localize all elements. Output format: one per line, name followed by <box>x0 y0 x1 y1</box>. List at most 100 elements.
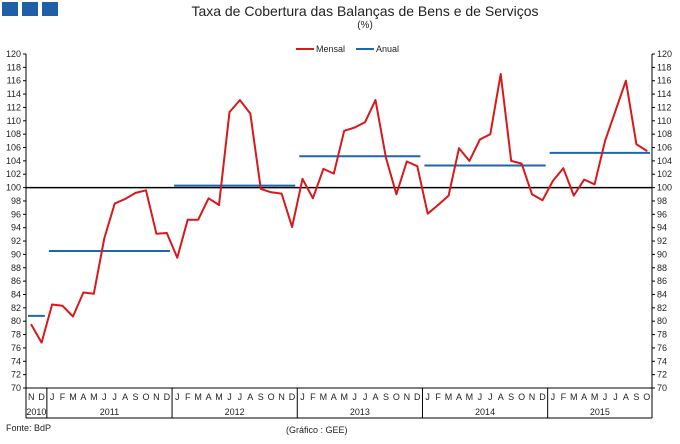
x-month-label: J <box>112 392 117 402</box>
x-month-label: J <box>352 392 357 402</box>
y-tick-label-right: 80 <box>657 316 667 326</box>
y-tick-label-left: 84 <box>11 289 21 299</box>
y-tick-label-left: 110 <box>7 116 21 126</box>
mensal-point <box>228 111 231 113</box>
mensal-point <box>406 160 408 163</box>
x-month-label: A <box>456 392 462 402</box>
x-month-label: S <box>133 392 139 402</box>
mensal-point <box>625 79 627 82</box>
x-month-label: J <box>238 392 243 402</box>
x-month-label: N <box>529 392 536 402</box>
x-month-label: O <box>643 392 650 402</box>
y-tick-label-right: 78 <box>657 330 667 340</box>
x-month-label: A <box>331 392 337 402</box>
mensal-line <box>30 73 648 344</box>
mensal-point <box>124 198 126 200</box>
mensal-point <box>583 178 585 181</box>
x-year-label: 2015 <box>590 407 610 417</box>
mensal-point <box>207 197 210 200</box>
y-tick-label-right: 86 <box>657 276 667 286</box>
y-tick-label-right: 90 <box>657 249 667 259</box>
y-tick-label-left: 112 <box>7 102 21 112</box>
y-tick-label-left: 70 <box>11 383 21 393</box>
x-year-label: 2013 <box>350 407 370 417</box>
y-tick-label-right: 116 <box>657 76 671 86</box>
mensal-point <box>604 140 606 142</box>
mensal-point <box>364 121 366 123</box>
y-tick-label-left: 72 <box>11 370 21 380</box>
y-tick-label-right: 72 <box>657 370 667 380</box>
x-year-label: 2014 <box>475 407 495 417</box>
mensal-point <box>113 202 116 205</box>
y-tick-label-right: 82 <box>657 303 667 313</box>
x-month-label: J <box>425 392 430 402</box>
mensal-point <box>166 232 168 234</box>
mensal-point <box>395 193 398 196</box>
y-tick-label-right: 76 <box>657 343 667 353</box>
x-month-label: A <box>498 392 504 402</box>
y-tick-label-right: 96 <box>657 209 667 219</box>
x-month-label: M <box>591 392 599 402</box>
y-tick-label-right: 94 <box>657 223 667 233</box>
mensal-point <box>176 256 179 259</box>
x-month-label: M <box>194 392 202 402</box>
mensal-point <box>134 192 137 194</box>
credit-note: (Gráfico : GEE) <box>286 425 348 435</box>
y-tick-label-left: 76 <box>11 343 21 353</box>
y-tick-label-right: 92 <box>657 236 667 246</box>
y-tick-label-right: 108 <box>657 129 672 139</box>
mensal-point <box>322 168 325 170</box>
mensal-point <box>218 204 220 206</box>
x-month-label: S <box>258 392 264 402</box>
x-month-label: M <box>466 392 474 402</box>
x-year-label: 2012 <box>225 407 245 417</box>
x-month-label: J <box>551 392 556 402</box>
x-month-label: A <box>206 392 212 402</box>
x-month-label: S <box>508 392 514 402</box>
mensal-point <box>479 138 481 141</box>
x-month-label: S <box>633 392 639 402</box>
mensal-point <box>447 194 450 197</box>
x-month-label: A <box>247 392 253 402</box>
mensal-point <box>259 188 262 190</box>
source-note: Fonte: BdP <box>6 423 52 433</box>
mensal-point <box>468 160 471 162</box>
mensal-point <box>510 160 512 162</box>
x-month-label: J <box>50 392 55 402</box>
y-tick-label-right: 102 <box>657 169 672 179</box>
mensal-point <box>531 193 533 196</box>
x-month-label: M <box>570 392 578 402</box>
x-month-label: A <box>122 392 128 402</box>
x-month-label: F <box>60 392 66 402</box>
x-year-label: 2010 <box>26 407 46 417</box>
mensal-point <box>270 191 272 194</box>
y-tick-label-left: 108 <box>6 129 21 139</box>
y-tick-label-right: 84 <box>657 289 667 299</box>
mensal-point <box>197 218 199 221</box>
mensal-point <box>426 212 429 215</box>
mensal-point <box>40 341 43 344</box>
y-tick-label-left: 82 <box>11 303 21 313</box>
mensal-point <box>614 109 617 112</box>
mensal-point <box>416 165 419 168</box>
x-month-label: J <box>300 392 305 402</box>
x-month-label: N <box>278 392 285 402</box>
x-month-label: F <box>561 392 567 402</box>
y-tick-label-left: 120 <box>6 49 21 59</box>
x-year-label: 2011 <box>100 407 119 417</box>
header-square <box>42 2 58 16</box>
header-logo <box>2 2 58 16</box>
legend-label-anual: Anual <box>376 44 399 54</box>
mensal-point <box>72 315 74 318</box>
y-tick-label-left: 116 <box>7 76 21 86</box>
x-month-label: M <box>215 392 223 402</box>
x-month-label: N <box>404 392 411 402</box>
y-tick-label-left: 106 <box>6 143 21 153</box>
mensal-point <box>343 130 346 132</box>
mensal-point <box>332 172 335 175</box>
y-tick-label-left: 80 <box>11 316 21 326</box>
mensal-point <box>541 199 544 202</box>
mensal-point <box>239 99 241 101</box>
mensal-point <box>374 99 377 101</box>
mensal-point <box>312 197 314 200</box>
